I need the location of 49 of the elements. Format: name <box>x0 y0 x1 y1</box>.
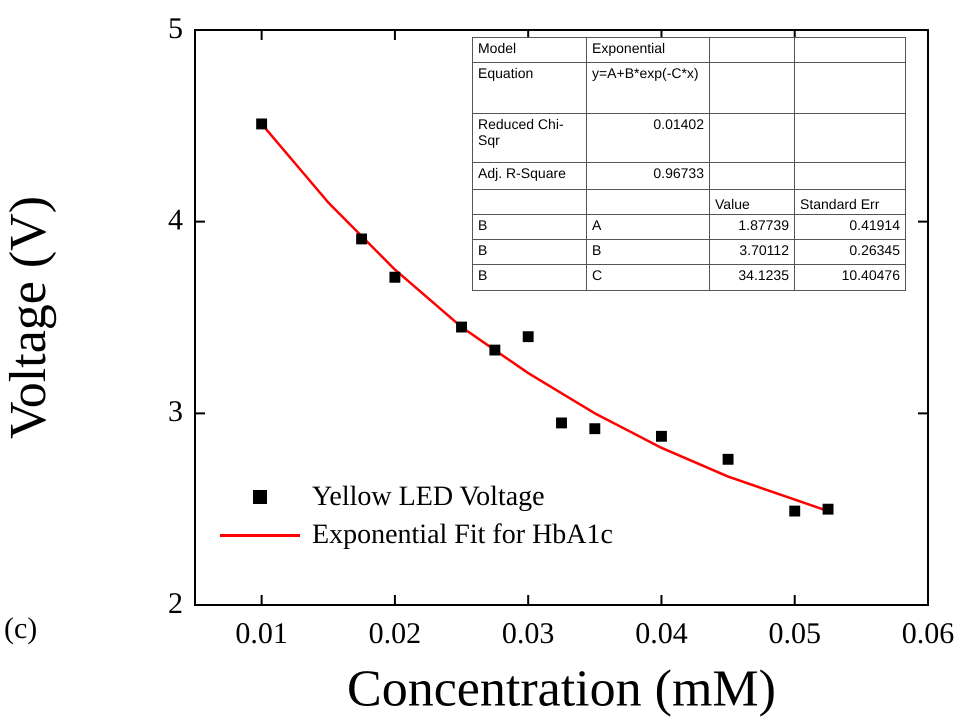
point <box>522 331 534 342</box>
point <box>822 504 834 515</box>
legend-label: Yellow LED Voltage <box>312 481 545 513</box>
y-tick-label: 3 <box>168 395 183 428</box>
point <box>556 417 567 428</box>
annotation: B <box>472 214 586 240</box>
y-tick-label: 4 <box>168 204 183 237</box>
annotation: B <box>472 264 586 290</box>
annotation: Adj. R-Square <box>472 162 586 190</box>
point <box>589 423 600 434</box>
y-tick-label: 5 <box>168 12 183 45</box>
annotation: Standard Err <box>794 190 906 214</box>
annotation: Equation <box>472 62 586 114</box>
point <box>456 322 467 333</box>
y-tick-label: 2 <box>168 586 183 620</box>
annotation: 1.87739 <box>710 214 794 240</box>
y-axis-title: Voltage (V) <box>0 196 57 440</box>
x-tick-label: 0.02 <box>368 616 422 650</box>
annotation: 34.1235 <box>710 264 794 290</box>
annotation: 0.41914 <box>794 214 906 240</box>
annotation: 0.26345 <box>794 240 906 264</box>
annotation: B <box>472 240 586 264</box>
point <box>256 118 268 130</box>
point <box>356 233 368 244</box>
point <box>489 344 500 356</box>
x-tick-label: 0.01 <box>235 616 288 650</box>
annotation: A <box>586 214 710 240</box>
x-tick-label: 0.04 <box>635 616 688 650</box>
annotation: Reduced Chi-Sqr <box>472 114 586 162</box>
annotation: 0.01402 <box>586 114 710 162</box>
annotation: Model <box>472 38 586 62</box>
annotation: y=A+B*exp(-C*x) <box>586 62 710 114</box>
point <box>389 272 400 283</box>
annotation: C <box>586 264 710 290</box>
annotation: B <box>586 240 710 264</box>
point <box>789 506 800 517</box>
x-tick-label: 0.03 <box>502 616 554 650</box>
point <box>656 430 667 442</box>
annotation: 0.96733 <box>586 162 710 190</box>
annotation: Exponential <box>586 38 710 62</box>
point <box>722 454 734 465</box>
annotation: Value <box>710 190 794 214</box>
x-tick-label: 0.06 <box>902 616 954 650</box>
annotation: 3.70112 <box>710 240 794 264</box>
annotation: 10.40476 <box>794 264 906 290</box>
x-tick-label: 0.05 <box>768 616 821 650</box>
legend-label: Exponential Fit for HbA1c <box>312 519 613 551</box>
text: (c) <box>4 612 38 646</box>
x-axis-title: Concentration (mM) <box>347 660 776 718</box>
